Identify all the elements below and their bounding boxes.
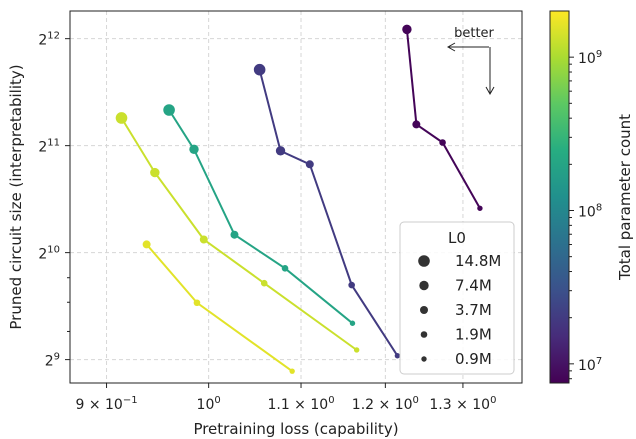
data-point	[253, 63, 266, 76]
data-point	[260, 279, 268, 287]
data-point	[142, 240, 151, 249]
y-tick-label: 210	[38, 245, 60, 263]
legend-marker	[420, 331, 428, 338]
data-point	[193, 299, 201, 307]
data-point	[281, 265, 289, 272]
colorbar-tick-label: 108	[578, 203, 602, 221]
data-point	[189, 144, 199, 155]
y-tick-label: 211	[38, 138, 60, 156]
x-tick-label: 1.1 × 100	[267, 395, 334, 413]
data-point	[353, 347, 360, 353]
colorbar-tick-label: 107	[578, 356, 602, 374]
data-point	[289, 368, 295, 374]
y-axis-label: Pruned circuit size (interpretability)	[7, 64, 25, 329]
legend-label: 3.7M	[455, 301, 492, 319]
colorbar-label: Total parameter count	[616, 114, 634, 281]
data-point	[150, 167, 160, 178]
better-arrow-down-head	[485, 86, 495, 96]
legend-marker	[421, 356, 427, 362]
data-point	[275, 146, 286, 156]
legend-label: 7.4M	[455, 277, 492, 295]
better-arrow-left-head	[446, 42, 456, 52]
legend-marker	[418, 255, 430, 267]
x-axis-label: Pretraining loss (capability)	[193, 420, 398, 438]
data-point	[412, 120, 421, 129]
legend: L0 14.8M 7.4M 3.7M 1.9M 0.9M	[399, 221, 515, 375]
colorbar	[549, 10, 570, 384]
legend-title: L0	[448, 229, 466, 247]
series-line	[405, 29, 481, 209]
data-point	[305, 160, 314, 169]
series-group	[115, 24, 483, 374]
legend-label: 0.9M	[455, 350, 492, 368]
colorbar-tick-label: 109	[578, 49, 602, 67]
x-ticks: 9 × 10−1 100 1.1 × 100 1.2 × 100 1.3 × 100	[75, 383, 496, 413]
data-point	[199, 235, 208, 244]
data-point	[477, 205, 483, 211]
data-point	[230, 230, 239, 239]
data-point	[402, 24, 412, 35]
plot-frame	[69, 10, 523, 384]
x-tick-label: 100	[197, 395, 221, 413]
colorbar-ticks: 107 108 109	[569, 49, 602, 380]
data-point	[163, 104, 175, 116]
legend-marker	[420, 306, 428, 314]
legend-label: 14.8M	[455, 252, 501, 270]
legend-label: 1.9M	[455, 326, 492, 344]
better-annotation: better	[446, 26, 495, 96]
y-tick-label: 29	[45, 352, 60, 370]
better-label: better	[454, 26, 494, 41]
legend-marker	[419, 280, 429, 291]
x-tick-label: 9 × 10−1	[75, 395, 137, 413]
y-ticks: 29 210 211 212	[38, 31, 70, 370]
data-point	[439, 139, 446, 146]
x-tick-label: 1.2 × 100	[352, 395, 419, 413]
y-tick-label: 212	[38, 31, 60, 49]
data-point	[349, 320, 356, 326]
data-point	[348, 281, 355, 289]
data-point	[115, 112, 128, 124]
x-tick-label: 1.3 × 100	[429, 395, 496, 413]
data-point	[394, 353, 401, 359]
